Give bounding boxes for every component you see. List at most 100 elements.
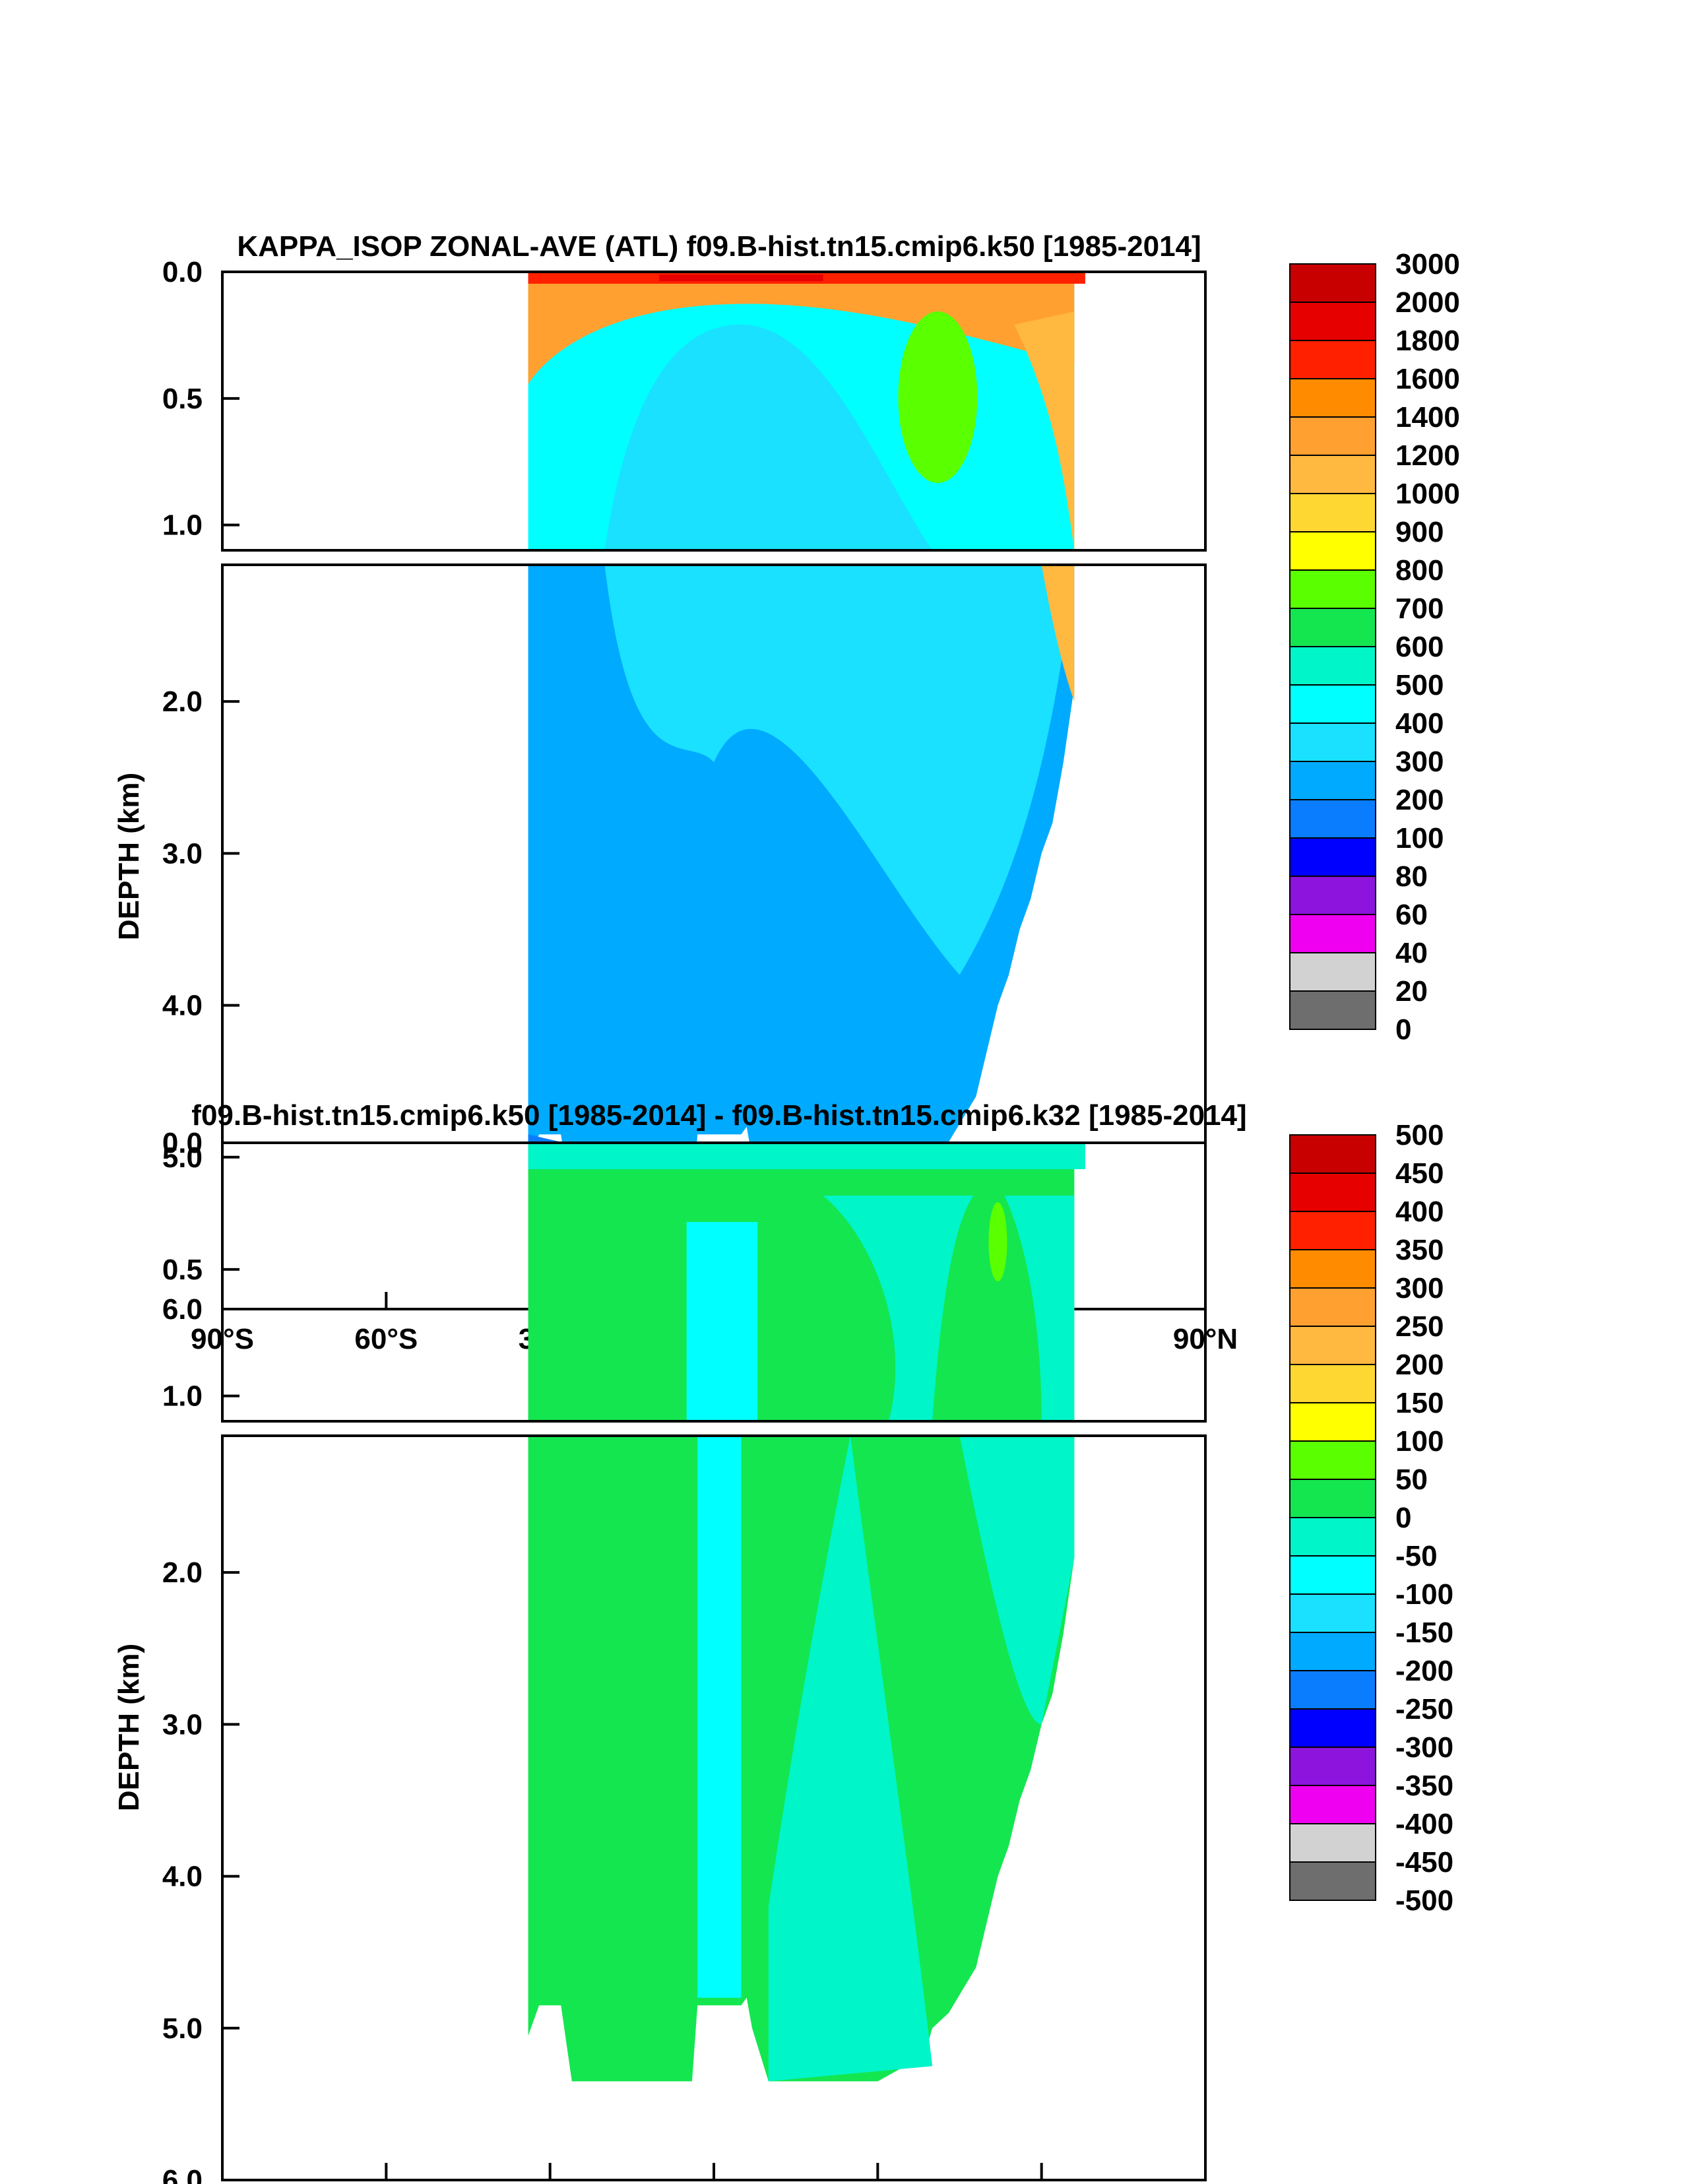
colorbar-box [1289, 1747, 1376, 1786]
colorbar-box [1289, 876, 1376, 915]
colorbar-box [1289, 1670, 1376, 1710]
y-tick-label: 0.5 [162, 1254, 203, 1286]
field-region [604, 565, 1075, 975]
field-region [768, 1436, 933, 2082]
chart-title: f09.B-hist.tn15.cmip6.k50 [1985-2014] - … [191, 1099, 1246, 1132]
colorbar-label: 900 [1395, 516, 1444, 548]
colorbar-label: 600 [1395, 631, 1444, 663]
y-tick-label: 3.0 [162, 1708, 203, 1741]
colorbar-label: 50 [1395, 1463, 1428, 1496]
colorbar-box [1289, 378, 1376, 418]
colorbar-label: 1600 [1395, 363, 1460, 395]
field-region [959, 1436, 1075, 1725]
upper-frame [221, 1141, 1207, 1423]
field-region [604, 325, 933, 550]
colorbar-label: 200 [1395, 1349, 1444, 1381]
colorbar-label: -250 [1395, 1693, 1453, 1725]
colorbar-label: -200 [1395, 1655, 1453, 1687]
colorbar-label: 3000 [1395, 248, 1460, 280]
colorbar-box [1289, 952, 1376, 992]
colorbar-box [1289, 1364, 1376, 1403]
y-axis-label: DEPTH (km) [113, 773, 145, 940]
colorbar-label: 1200 [1395, 439, 1460, 472]
colorbar-label: 250 [1395, 1310, 1444, 1343]
y-tick-label: 0.5 [162, 383, 203, 415]
colorbar-label: -50 [1395, 1540, 1438, 1572]
y-axis-label: DEPTH (km) [113, 1644, 145, 1811]
colorbar-label: -350 [1395, 1770, 1453, 1802]
colorbar-box [1289, 914, 1376, 953]
colorbar-label: -500 [1395, 1884, 1453, 1917]
colorbar-box [1289, 684, 1376, 724]
colorbar-box [1289, 1287, 1376, 1327]
upper-frame [221, 271, 1207, 552]
y-tick-label: 2.0 [162, 1557, 203, 1589]
colorbar-box [1289, 1555, 1376, 1595]
field-region [1014, 311, 1075, 550]
colorbar-box [1289, 1479, 1376, 1518]
colorbar-label: -150 [1395, 1617, 1453, 1649]
chart-title: KAPPA_ISOP ZONAL-AVE (ATL) f09.B-hist.tn… [237, 230, 1201, 263]
colorbar-box [1289, 263, 1376, 303]
colorbar-box [1289, 1172, 1376, 1212]
colorbar-box [1289, 1785, 1376, 1824]
colorbar-label: 0 [1395, 1013, 1411, 1046]
colorbar-box [1289, 608, 1376, 647]
colorbar-label: 20 [1395, 975, 1428, 1008]
colorbar-label: 700 [1395, 593, 1444, 625]
field-region [686, 1222, 758, 1421]
colorbar-label: 350 [1395, 1234, 1444, 1266]
colorbar-label: 800 [1395, 554, 1444, 587]
colorbar-label: 100 [1395, 822, 1444, 854]
field-region [1041, 565, 1075, 702]
colorbar-label: 300 [1395, 1272, 1444, 1304]
colorbar-label: 80 [1395, 860, 1428, 893]
colorbar-box [1289, 1211, 1376, 1250]
colorbar-label: 300 [1395, 746, 1444, 778]
colorbar-label: 500 [1395, 1119, 1444, 1151]
y-tick-label: 1.0 [162, 509, 203, 542]
colorbar-box [1289, 1593, 1376, 1633]
colorbar-label: 400 [1395, 1196, 1444, 1228]
colorbar-label: 450 [1395, 1157, 1444, 1190]
field-region [988, 1202, 1007, 1281]
colorbar-label: 400 [1395, 707, 1444, 740]
colorbar-label: -300 [1395, 1731, 1453, 1764]
colorbar-label: 0 [1395, 1502, 1411, 1534]
y-tick-label: 0.0 [162, 1127, 203, 1159]
field-region [528, 272, 1075, 384]
y-tick-label: 4.0 [162, 1861, 203, 1893]
colorbar-label: 150 [1395, 1387, 1444, 1419]
y-tick-label: 5.0 [162, 1141, 203, 1174]
field-region [528, 1143, 1085, 1169]
y-tick-label: 6.0 [162, 2164, 203, 2184]
colorbar-box [1289, 1517, 1376, 1557]
colorbar-label: 200 [1395, 784, 1444, 816]
field-region [697, 1436, 742, 1998]
chart-panel-1: KAPPA_ISOP ZONAL-AVE (ATL) f09.B-hist.tn… [113, 230, 1460, 1355]
field-region [659, 274, 823, 281]
colorbar-box [1289, 1632, 1376, 1671]
colorbar-label: 60 [1395, 899, 1428, 931]
chart-panel-2: f09.B-hist.tn15.cmip6.k50 [1985-2014] - … [113, 1099, 1453, 2184]
colorbar-box [1289, 416, 1376, 456]
colorbar-label: -100 [1395, 1578, 1453, 1611]
colorbar-box [1289, 990, 1376, 1030]
lower-field [528, 1436, 1075, 2082]
y-tick-label: 4.0 [162, 990, 203, 1022]
colorbar-box [1289, 1823, 1376, 1863]
colorbar-box [1289, 1134, 1376, 1174]
colorbar-label: 100 [1395, 1425, 1444, 1458]
colorbar-box [1289, 1326, 1376, 1365]
colorbar-box [1289, 723, 1376, 762]
y-tick-label: 0.0 [162, 256, 203, 288]
colorbar-box [1289, 799, 1376, 839]
colorbar-label: -400 [1395, 1808, 1453, 1840]
colorbar-box [1289, 837, 1376, 877]
colorbar-label: 1000 [1395, 478, 1460, 510]
x-tick-label: 60°S [354, 1323, 418, 1355]
y-tick-label: 2.0 [162, 686, 203, 718]
colorbar-box [1289, 455, 1376, 494]
colorbar-box [1289, 1249, 1376, 1289]
colorbar-label: 2000 [1395, 286, 1460, 319]
